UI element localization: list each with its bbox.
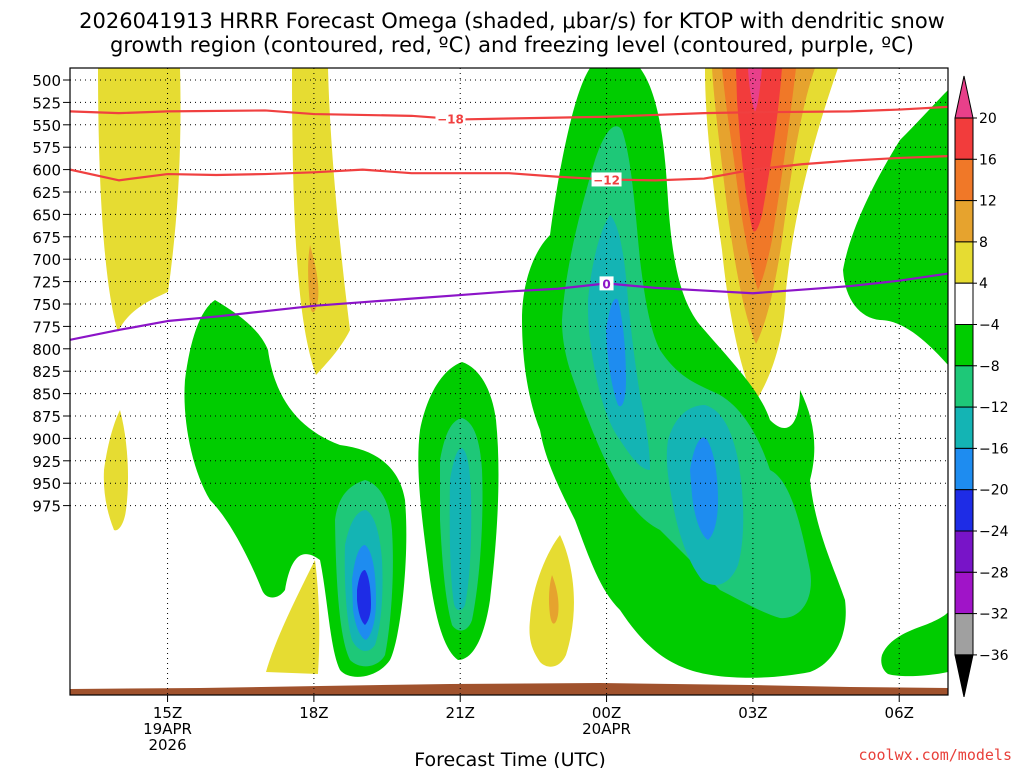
contour-label-bg	[435, 111, 466, 126]
colorbar-segment	[954, 365, 974, 408]
omega-green-region	[881, 612, 948, 677]
colorbar-segment	[954, 489, 974, 532]
contour-line-minus-12	[70, 155, 948, 182]
omega-teal-region	[562, 126, 811, 619]
colorbar-label: 8	[979, 235, 988, 251]
y-tick-label: 575	[32, 139, 61, 157]
y-tick-label: 700	[32, 251, 61, 269]
colorbar-segment	[954, 571, 974, 615]
chart-title-line-2: growth region (contoured, red, ºC) and f…	[110, 33, 914, 57]
omega-cyan-region	[449, 448, 472, 611]
colorbar-segment	[954, 613, 974, 656]
colorbar-label: −16	[979, 441, 1009, 457]
y-tick-label: 525	[32, 94, 61, 112]
omega-shading	[70, 68, 948, 695]
plot-frame	[69, 67, 949, 696]
omega-darkblue-region	[357, 570, 371, 625]
x-tick-label: 2026	[148, 736, 186, 754]
colorbar-segment	[954, 406, 974, 449]
x-tick-label: 20APR	[582, 720, 631, 738]
x-tick-label: 03Z	[738, 704, 767, 722]
colorbar-segment	[954, 282, 974, 326]
y-tick-label: 500	[32, 72, 61, 90]
contour-label-minus-18: −18	[437, 113, 464, 127]
contour-line-freezing-0	[70, 272, 948, 341]
colorbar-label: 20	[979, 111, 997, 127]
x-tick-label: 15Z	[153, 704, 182, 722]
colorbar-label: −20	[979, 483, 1009, 499]
y-tick-label: 650	[32, 206, 61, 224]
y-tick-label: 800	[32, 341, 61, 359]
colorbar-bottom-arrow	[954, 654, 974, 698]
y-tick-label: 600	[32, 162, 61, 180]
omega-yellow-region	[98, 68, 181, 332]
y-tick-label: 875	[32, 408, 61, 426]
colorbar-label: 4	[979, 276, 988, 292]
colorbar: 20 16 12 8 4 −4 −8 −12 −16 −20 −24 −28 −32 −36	[954, 75, 1009, 698]
y-axis: 500 525 550 575 600 625 650 675 700 725 750 775 800 8…	[32, 72, 70, 516]
omega-blue-region	[690, 437, 718, 540]
colorbar-segment	[954, 200, 974, 243]
x-tick-label: 06Z	[885, 704, 914, 722]
x-tick-label: 19APR	[143, 720, 192, 738]
colorbar-label: −8	[979, 359, 1000, 375]
omega-gold-region	[548, 575, 559, 624]
colorbar-label: 16	[979, 152, 997, 168]
x-tick-label: 00Z	[592, 704, 621, 722]
plot-area: −18 −12 0 500 525 550 575 600 625 650 675 700 725 75…	[32, 67, 949, 754]
colorbar-label: −36	[979, 648, 1009, 664]
temperature-contours: −18 −12 0	[70, 105, 948, 341]
omega-yellow-region	[266, 560, 320, 674]
omega-blue-region	[606, 298, 626, 407]
contour-line-minus-18	[70, 105, 948, 121]
colorbar-segment	[954, 241, 974, 284]
x-tick-label: 21Z	[446, 704, 475, 722]
colorbar-segment	[954, 158, 974, 202]
contour-label-bg	[591, 172, 622, 187]
colorbar-label: −24	[979, 524, 1009, 540]
y-tick-label: 825	[32, 363, 61, 381]
colorbar-segment	[954, 530, 974, 573]
y-tick-label: 675	[32, 229, 61, 247]
contour-label-bg	[599, 276, 614, 291]
colorbar-label: −4	[979, 318, 1000, 334]
chart-title-line-1: 2026041913 HRRR Forecast Omega (shaded, …	[79, 9, 945, 33]
ground-terrain	[70, 683, 948, 695]
y-tick-label: 725	[32, 274, 61, 292]
colorbar-segment	[954, 447, 974, 491]
colorbar-label: 12	[979, 194, 997, 210]
colorbar-segment	[954, 117, 974, 160]
x-tick-label: 18Z	[299, 704, 328, 722]
colorbar-label: −12	[979, 400, 1009, 416]
y-tick-label: 950	[32, 475, 61, 493]
y-tick-label: 850	[32, 386, 61, 404]
contour-label-minus-12: −12	[593, 173, 620, 187]
omega-red-region	[736, 68, 782, 232]
y-tick-label: 900	[32, 430, 61, 448]
omega-yellow-region	[292, 68, 350, 375]
omega-green-region	[843, 90, 948, 365]
x-axis-title: Forecast Time (UTC)	[414, 749, 605, 768]
colorbar-label: −28	[979, 565, 1009, 581]
omega-yellow-region	[103, 410, 128, 531]
y-tick-label: 975	[32, 498, 61, 516]
y-tick-label: 625	[32, 184, 61, 202]
y-tick-label: 750	[32, 296, 61, 314]
colorbar-top-arrow	[954, 75, 974, 119]
y-tick-label: 775	[32, 318, 61, 336]
contour-label-freezing-0: 0	[602, 277, 610, 291]
y-tick-label: 550	[32, 117, 61, 135]
credit-text: coolwx.com/models	[858, 746, 1012, 764]
omega-gold-region	[308, 245, 319, 313]
colorbar-segment	[954, 324, 974, 367]
y-tick-label: 925	[32, 453, 61, 471]
omega-magenta-region	[748, 68, 762, 112]
colorbar-label: −32	[979, 607, 1009, 623]
